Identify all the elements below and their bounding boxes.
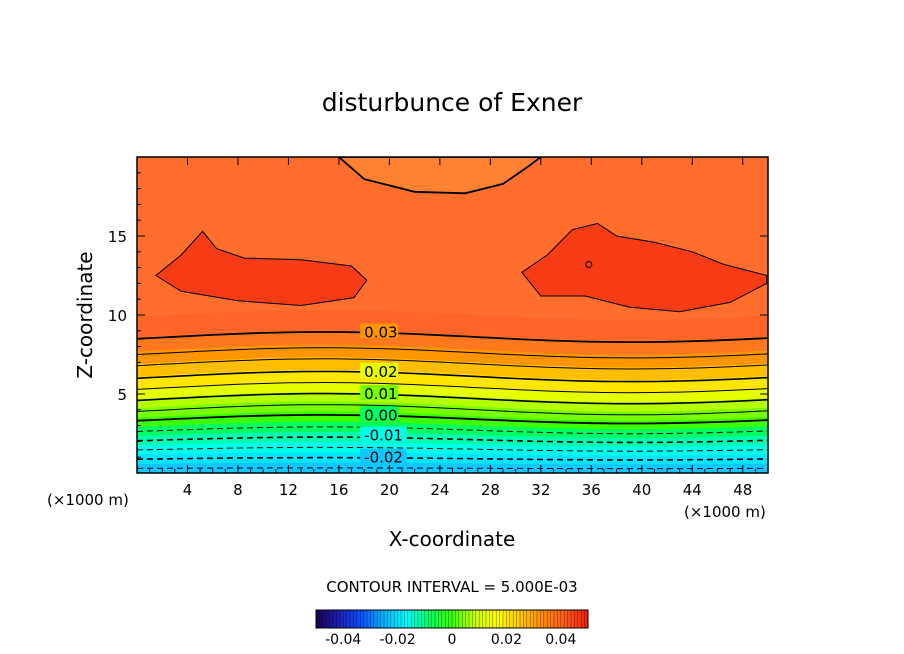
x-unit-right: (×1000 m) [684, 503, 766, 521]
contour-label-bg [360, 406, 399, 422]
contour-label-bg [360, 426, 407, 442]
contour-label-bg [360, 448, 407, 464]
x-tick-label: 16 [329, 481, 348, 499]
contour-field: 0.03 0.02 0.01 0.00 -0.01 -0.02 [137, 157, 768, 473]
x-tick-label: 20 [380, 481, 399, 499]
x-tick-label: 8 [233, 481, 243, 499]
contour-region-max-right [521, 222, 768, 313]
contour-label-bg [360, 323, 399, 339]
x-unit-left: (×1000 m) [47, 491, 129, 509]
y-tick-label: 10 [108, 307, 127, 325]
x-tick-label: 32 [531, 481, 550, 499]
y-axis-ticks: 5 10 15 [108, 172, 768, 458]
colorbar-label: 0.04 [545, 632, 576, 648]
x-tick-label: 48 [733, 481, 752, 499]
contour-label: -0.02 [364, 449, 403, 467]
contour-line [137, 347, 768, 359]
contour-line [137, 404, 768, 416]
contour-line [137, 392, 768, 405]
contour-line [137, 358, 768, 370]
colorbar-label: -0.04 [325, 632, 361, 648]
colorbar-label: -0.02 [379, 632, 415, 648]
contour-label-bg [360, 385, 399, 401]
x-tick-label: 24 [430, 481, 449, 499]
contour-line [137, 446, 768, 452]
contour-region-min-top [337, 157, 543, 195]
chart-title: disturbunce of Exner [322, 88, 583, 117]
contour-label: 0.03 [364, 323, 397, 341]
colorbar: -0.04 -0.02 0 0.02 0.04 [315, 609, 589, 648]
x-tick-label: 4 [183, 481, 193, 499]
y-tick-label: 5 [117, 386, 127, 404]
colorbar-label: 0 [448, 632, 457, 648]
contour-line [137, 331, 768, 343]
contour-label: 0.01 [364, 385, 397, 403]
contour-line [137, 381, 768, 394]
x-tick-label: 28 [481, 481, 500, 499]
contour-label: -0.01 [364, 427, 403, 445]
x-tick-label: 40 [632, 481, 651, 499]
y-tick-label: 15 [108, 228, 127, 246]
y-axis-label: Z-coordinate [73, 251, 97, 378]
contour-label: 0.02 [364, 363, 397, 381]
contour-line [137, 467, 768, 470]
x-axis-ticks: 4 8 12 16 20 24 28 32 36 40 44 48 [149, 157, 756, 499]
contour-line [137, 426, 768, 435]
contour-line [137, 436, 768, 444]
contour-line [137, 414, 768, 425]
x-axis-label: X-coordinate [389, 527, 516, 551]
x-tick-label: 36 [582, 481, 601, 499]
colorbar-label: 0.02 [491, 632, 522, 648]
contour-line [137, 456, 768, 461]
x-tick-label: 44 [683, 481, 702, 499]
contour-region-max-left [155, 230, 368, 307]
contour-small-loop [585, 260, 593, 268]
contour-label-bg [360, 362, 399, 378]
contour-label: 0.00 [364, 406, 397, 424]
contour-interval-text: CONTOUR INTERVAL = 5.000E-03 [326, 578, 577, 596]
contour-line [137, 370, 768, 383]
x-tick-label: 12 [279, 481, 298, 499]
